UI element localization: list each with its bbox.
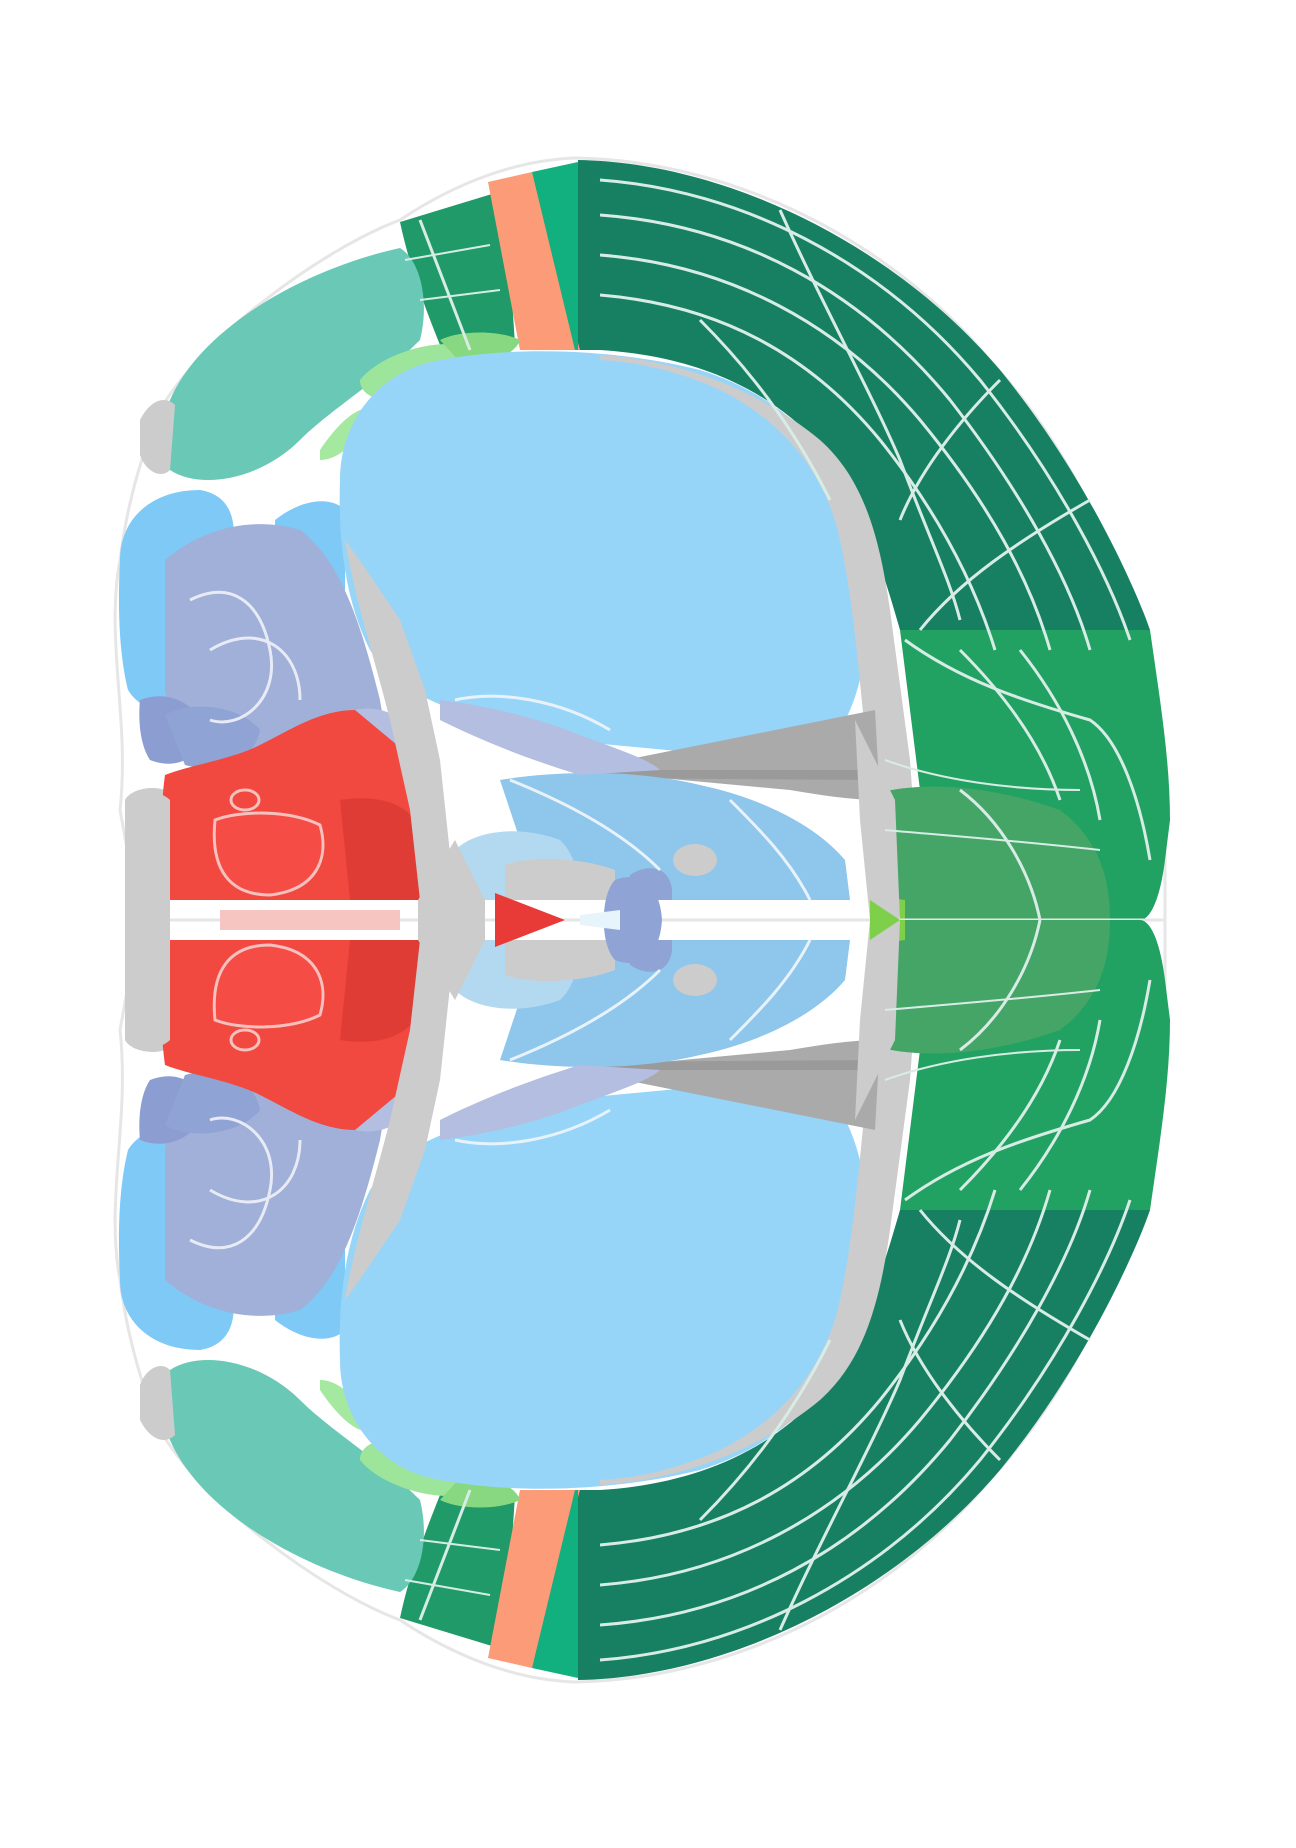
midline-gray-left xyxy=(125,792,170,1048)
atlas-top-half xyxy=(113,156,1172,922)
midline-hypothalamus-band xyxy=(220,910,400,930)
midline-green-tip xyxy=(870,900,900,940)
atlas-bottom-half xyxy=(113,918,1172,1684)
midline-septum-gray xyxy=(418,840,485,1000)
midline-fiber xyxy=(580,910,620,930)
third-ventricle-red xyxy=(495,893,565,947)
midline-purple xyxy=(603,876,662,964)
midline-structures xyxy=(125,792,900,1048)
